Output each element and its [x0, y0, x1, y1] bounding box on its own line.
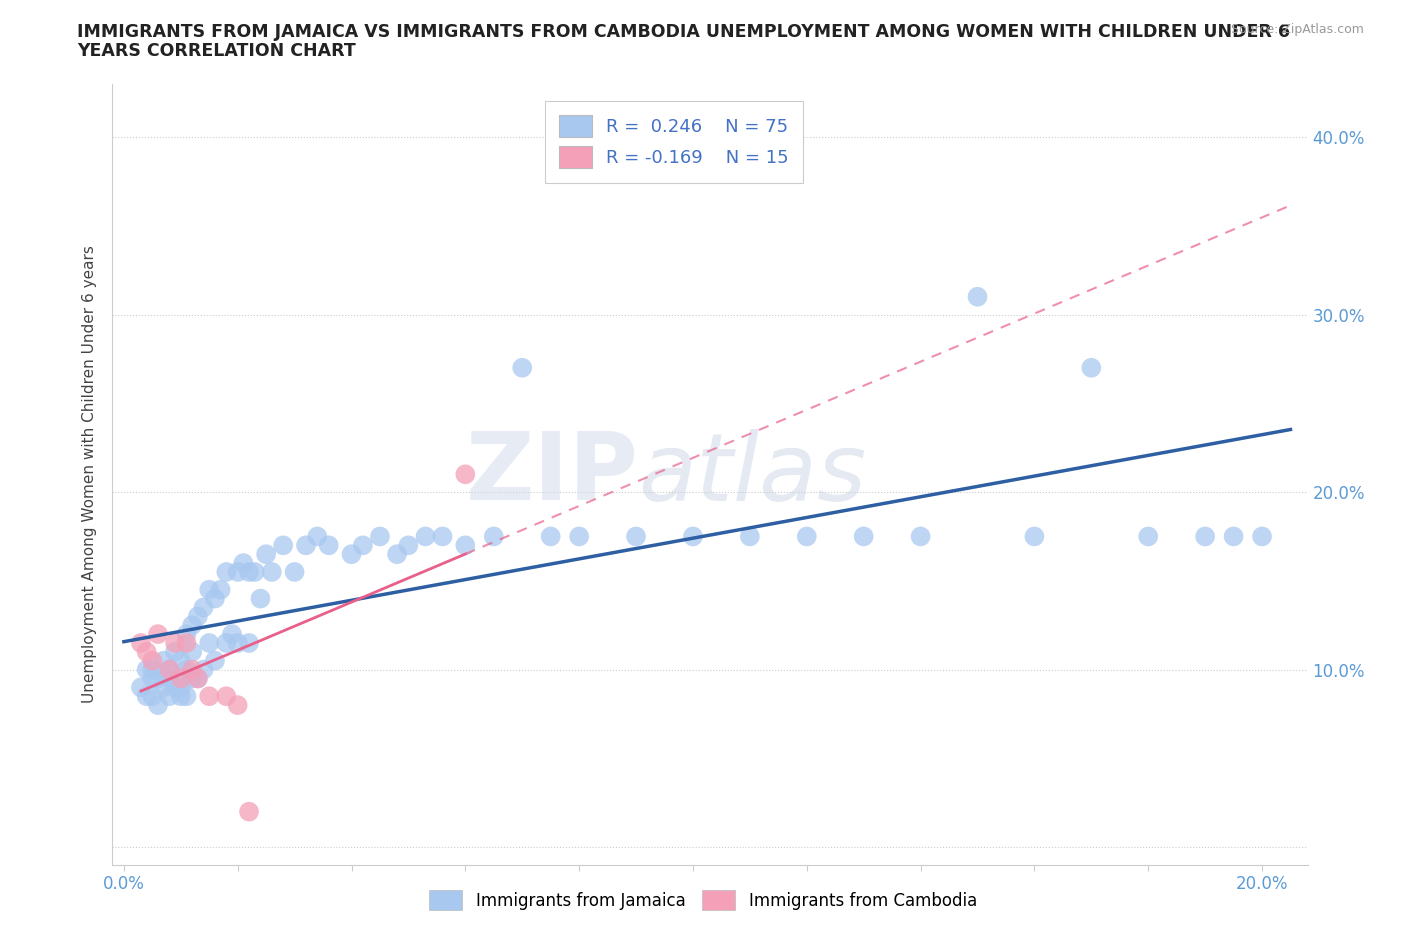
- Point: [368, 529, 391, 544]
- Point: [204, 653, 226, 668]
- Point: [209, 582, 232, 597]
- Point: [910, 529, 932, 544]
- Point: [152, 653, 174, 668]
- Point: [181, 618, 204, 632]
- Text: atlas: atlas: [638, 429, 866, 520]
- Point: [738, 529, 761, 544]
- Point: [141, 653, 163, 668]
- Point: [1251, 529, 1274, 544]
- Text: IMMIGRANTS FROM JAMAICA VS IMMIGRANTS FROM CAMBODIA UNEMPLOYMENT AMONG WOMEN WIT: IMMIGRANTS FROM JAMAICA VS IMMIGRANTS FR…: [77, 23, 1291, 41]
- Point: [307, 529, 329, 544]
- Point: [1137, 529, 1160, 544]
- Point: [176, 635, 198, 650]
- Point: [157, 662, 180, 677]
- Point: [170, 680, 193, 695]
- Point: [1194, 529, 1216, 544]
- Point: [198, 635, 221, 650]
- Point: [221, 627, 243, 642]
- Point: [966, 289, 988, 304]
- Point: [226, 565, 249, 579]
- Point: [157, 662, 180, 677]
- Point: [193, 600, 215, 615]
- Point: [254, 547, 277, 562]
- Point: [284, 565, 307, 579]
- Point: [146, 627, 169, 642]
- Point: [226, 698, 249, 712]
- Point: [540, 529, 562, 544]
- Point: [129, 635, 152, 650]
- Point: [146, 671, 169, 686]
- Point: [146, 698, 169, 712]
- Point: [215, 565, 238, 579]
- Point: [454, 538, 477, 552]
- Point: [181, 662, 204, 677]
- Point: [187, 671, 209, 686]
- Point: [193, 662, 215, 677]
- Point: [238, 804, 260, 819]
- Point: [624, 529, 647, 544]
- Point: [176, 689, 198, 704]
- Point: [385, 547, 408, 562]
- Point: [135, 689, 157, 704]
- Point: [215, 689, 238, 704]
- Point: [260, 565, 283, 579]
- Point: [141, 671, 163, 686]
- Point: [1222, 529, 1244, 544]
- Point: [165, 635, 187, 650]
- Point: [318, 538, 340, 552]
- Point: [682, 529, 704, 544]
- Point: [568, 529, 591, 544]
- Point: [198, 689, 221, 704]
- Point: [796, 529, 818, 544]
- Point: [215, 635, 238, 650]
- Point: [396, 538, 419, 552]
- Point: [176, 662, 198, 677]
- Point: [135, 644, 157, 659]
- Point: [187, 671, 209, 686]
- Point: [249, 591, 271, 606]
- Text: ZIP: ZIP: [465, 429, 638, 520]
- Point: [238, 635, 260, 650]
- Point: [165, 680, 187, 695]
- Point: [135, 662, 157, 677]
- Y-axis label: Unemployment Among Women with Children Under 6 years: Unemployment Among Women with Children U…: [82, 246, 97, 703]
- Point: [170, 689, 193, 704]
- Point: [141, 662, 163, 677]
- Point: [170, 671, 193, 686]
- Point: [232, 555, 254, 570]
- Point: [243, 565, 266, 579]
- Point: [1080, 360, 1102, 375]
- Point: [295, 538, 318, 552]
- Point: [454, 467, 477, 482]
- Point: [352, 538, 374, 552]
- Point: [176, 627, 198, 642]
- Point: [141, 689, 163, 704]
- Point: [238, 565, 260, 579]
- Point: [187, 609, 209, 624]
- Text: YEARS CORRELATION CHART: YEARS CORRELATION CHART: [77, 42, 356, 60]
- Point: [129, 680, 152, 695]
- Text: Source: ZipAtlas.com: Source: ZipAtlas.com: [1230, 23, 1364, 36]
- Legend: R =  0.246    N = 75, R = -0.169    N = 15: R = 0.246 N = 75, R = -0.169 N = 15: [546, 100, 803, 182]
- Point: [852, 529, 875, 544]
- Point: [271, 538, 294, 552]
- Point: [198, 582, 221, 597]
- Point: [415, 529, 437, 544]
- Point: [226, 635, 249, 650]
- Point: [340, 547, 363, 562]
- Point: [157, 689, 180, 704]
- Legend: Immigrants from Jamaica, Immigrants from Cambodia: Immigrants from Jamaica, Immigrants from…: [422, 884, 984, 917]
- Point: [1024, 529, 1046, 544]
- Point: [157, 671, 180, 686]
- Point: [170, 653, 193, 668]
- Point: [165, 644, 187, 659]
- Point: [510, 360, 533, 375]
- Point: [482, 529, 505, 544]
- Point: [152, 680, 174, 695]
- Point: [181, 644, 204, 659]
- Point: [204, 591, 226, 606]
- Point: [432, 529, 454, 544]
- Point: [181, 671, 204, 686]
